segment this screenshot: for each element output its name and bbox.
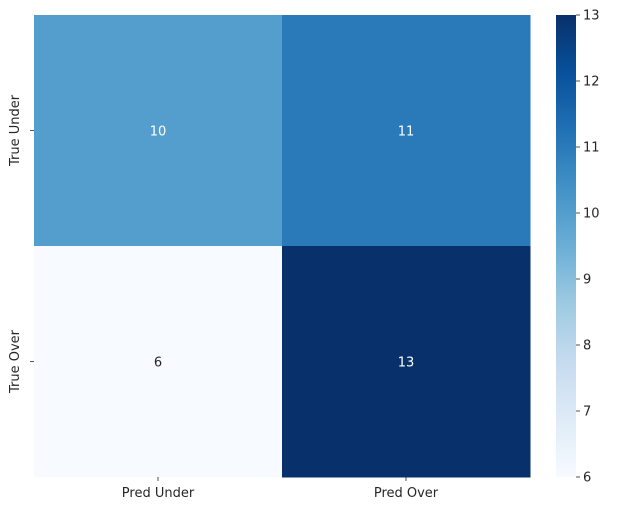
- y-tick-label: True Under: [8, 94, 23, 167]
- colorbar-tick-label: 11: [583, 141, 600, 156]
- colorbar: [556, 15, 576, 477]
- x-axis: Pred Under Pred Over: [122, 477, 439, 501]
- colorbar-tick-label: 10: [583, 207, 600, 222]
- heatmap-cell: [282, 15, 531, 247]
- cell-value-label: 13: [398, 356, 415, 371]
- x-tick-label: Pred Over: [374, 486, 439, 501]
- colorbar-gradient: [556, 15, 576, 477]
- cell-value-label: 11: [398, 125, 415, 140]
- x-tick-label: Pred Under: [122, 486, 195, 501]
- heatmap-cell: [282, 246, 531, 478]
- colorbar-axis: 6 7 8 9 10 11 12 13: [576, 9, 600, 486]
- colorbar-tick-label: 13: [583, 9, 600, 24]
- colorbar-tick-label: 12: [583, 75, 600, 90]
- y-tick-label: True Over: [8, 329, 23, 394]
- colorbar-tick-label: 6: [583, 471, 591, 486]
- heatmap-cell-labels: 10 11 6 13: [150, 125, 415, 371]
- cell-value-label: 10: [150, 125, 167, 140]
- heatmap-cell: [34, 15, 283, 247]
- heatmap-cell: [34, 246, 283, 478]
- y-axis: True Under True Over: [8, 94, 34, 394]
- colorbar-tick-label: 8: [583, 339, 591, 354]
- colorbar-tick-label: 7: [583, 405, 591, 420]
- heatmap-cells: [34, 15, 531, 478]
- cell-value-label: 6: [154, 356, 162, 371]
- colorbar-tick-label: 9: [583, 273, 591, 288]
